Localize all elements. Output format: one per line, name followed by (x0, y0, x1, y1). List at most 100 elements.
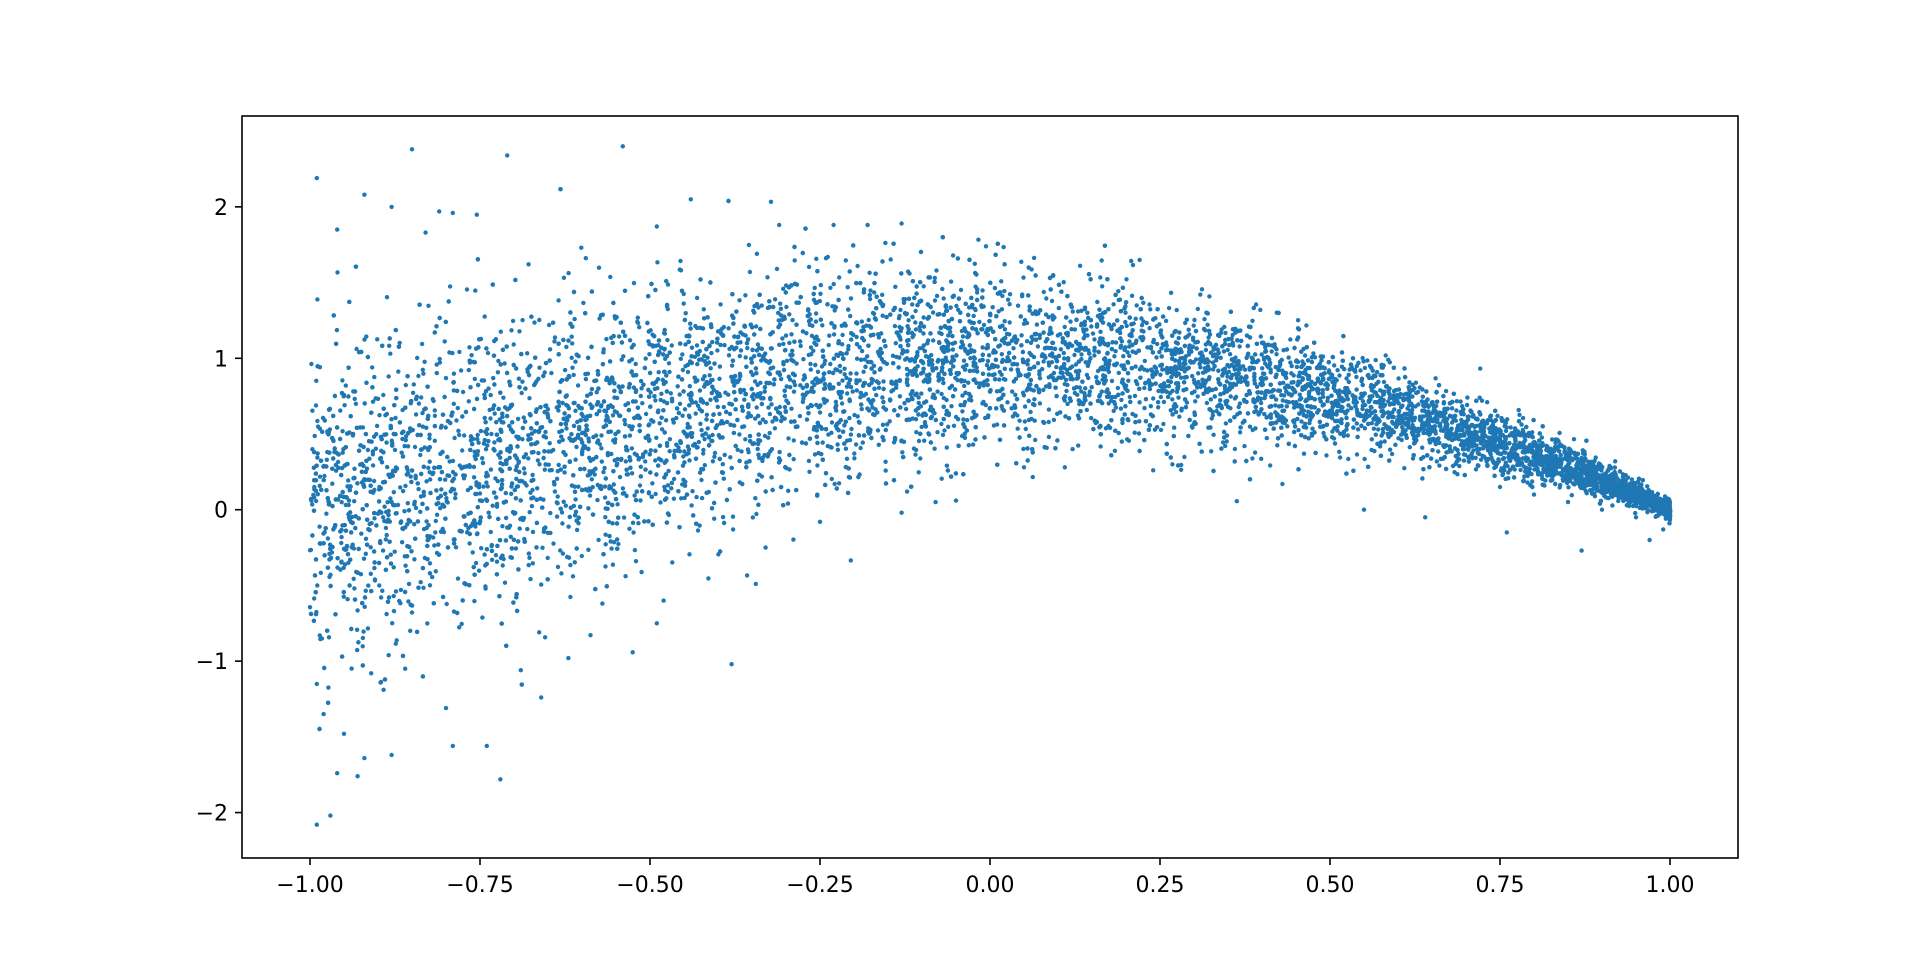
data-point (682, 449, 687, 454)
data-point (569, 432, 574, 437)
data-point (1151, 396, 1156, 401)
data-point (950, 253, 956, 258)
data-point (437, 209, 442, 214)
data-point (635, 319, 640, 324)
data-point (653, 398, 658, 403)
data-point (791, 457, 796, 462)
data-point (519, 390, 524, 396)
data-point (467, 345, 472, 350)
data-point (729, 363, 735, 368)
data-point (1186, 327, 1191, 332)
data-point (1346, 456, 1351, 462)
data-point (777, 222, 782, 228)
data-point (737, 353, 742, 359)
data-point (559, 434, 564, 439)
data-point (1661, 527, 1666, 532)
data-point (453, 545, 459, 550)
data-point (1127, 353, 1132, 359)
data-point (1213, 386, 1219, 392)
data-point (559, 510, 565, 515)
data-point (1083, 386, 1088, 391)
data-point (1190, 373, 1195, 379)
data-point (1115, 385, 1121, 391)
data-point (1065, 401, 1070, 407)
data-point (432, 543, 437, 548)
data-point (481, 441, 487, 446)
data-point (769, 402, 774, 407)
data-point (783, 333, 789, 338)
data-point (1126, 378, 1131, 383)
data-point (852, 456, 857, 461)
data-point (355, 647, 360, 653)
data-point (919, 391, 924, 396)
data-point (488, 392, 493, 398)
data-point (710, 432, 715, 438)
data-point (811, 297, 817, 302)
data-point (814, 256, 819, 261)
data-point (339, 540, 344, 546)
data-point (539, 582, 544, 587)
data-point (754, 405, 759, 410)
data-point (592, 472, 597, 477)
data-point (1076, 443, 1081, 448)
data-point (654, 224, 659, 229)
data-point (369, 671, 374, 676)
data-point (1168, 408, 1174, 413)
data-point (1249, 355, 1254, 360)
data-point (450, 210, 455, 216)
data-point (474, 491, 479, 497)
data-point (1362, 456, 1367, 462)
data-point (1495, 413, 1500, 418)
data-point (547, 441, 552, 446)
data-point (397, 598, 402, 604)
data-point (862, 357, 867, 362)
data-point (717, 411, 722, 417)
data-point (848, 558, 853, 563)
data-point (1021, 321, 1027, 326)
data-point (415, 355, 420, 361)
data-point (1002, 366, 1007, 371)
data-point (784, 304, 789, 310)
data-point (1464, 402, 1470, 408)
data-point (1374, 369, 1380, 375)
data-point (1263, 376, 1269, 381)
data-point (727, 411, 733, 417)
data-point (1273, 403, 1278, 408)
data-point (688, 197, 693, 202)
data-point (1220, 440, 1226, 445)
data-point (804, 331, 809, 336)
data-point (1061, 280, 1066, 285)
data-point (997, 369, 1002, 375)
data-point (921, 315, 926, 320)
data-point (1381, 379, 1387, 385)
data-point (701, 307, 706, 312)
data-point (1005, 400, 1010, 405)
data-point (451, 388, 456, 393)
data-point (575, 383, 581, 388)
data-point (370, 365, 375, 370)
data-point (1133, 364, 1138, 369)
data-point (679, 496, 684, 501)
data-point (1497, 484, 1503, 490)
data-point (576, 484, 581, 489)
data-point (853, 442, 859, 447)
data-point (451, 401, 456, 406)
data-point (342, 562, 348, 567)
data-point (527, 510, 532, 515)
data-point (943, 355, 948, 360)
data-point (341, 594, 346, 599)
data-point (526, 562, 531, 568)
data-point (1151, 468, 1156, 473)
data-point (678, 356, 683, 361)
data-point (670, 560, 675, 565)
data-point (1119, 439, 1125, 444)
data-point (756, 305, 761, 310)
data-point (443, 705, 449, 711)
data-point (589, 386, 595, 392)
data-point (680, 367, 686, 373)
data-point (643, 459, 648, 464)
data-point (1074, 376, 1080, 381)
data-point (315, 455, 320, 460)
data-point (688, 321, 693, 326)
data-point (661, 598, 666, 603)
